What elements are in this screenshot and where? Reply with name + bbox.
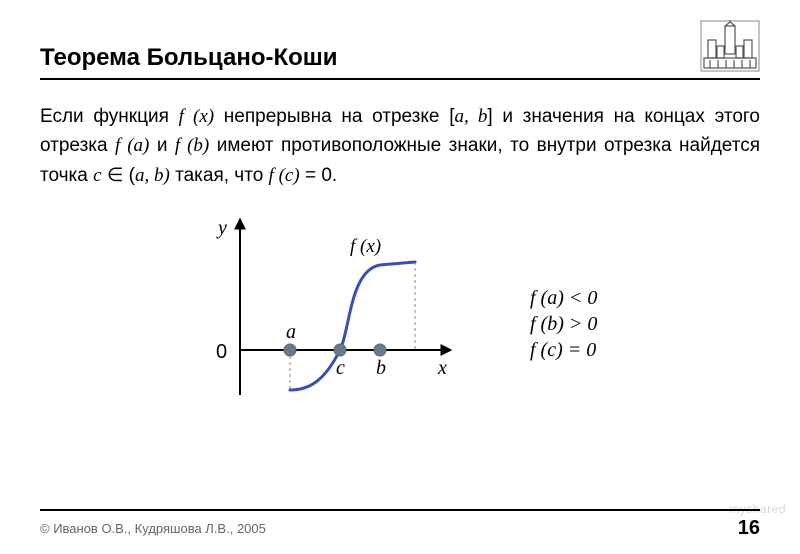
- footer: © Иванов О.В., Кудряшова Л.В., 2005 16: [40, 509, 760, 540]
- figure-area: a c b 0 y x f (x) f (a) < 0 f (b) > 0 f (c) = …: [0, 200, 800, 450]
- text: и: [149, 135, 175, 156]
- theorem-text: Если функция f (x) непрерывна на отрезке…: [0, 80, 800, 190]
- svg-text:b: b: [376, 357, 386, 379]
- copyright: © Иванов О.В., Кудряшова Л.В., 2005: [40, 521, 266, 536]
- math-ab: a, b: [454, 106, 487, 127]
- cond-fa: f (a) < 0: [530, 285, 597, 311]
- svg-text:y: y: [216, 217, 227, 239]
- svg-text:a: a: [286, 321, 296, 343]
- text: = 0.: [300, 165, 338, 186]
- slide-title: Теорема Больцано-Коши: [40, 44, 338, 72]
- page-number: 16: [738, 517, 760, 540]
- side-conditions: f (a) < 0 f (b) > 0 f (c) = 0: [530, 285, 597, 363]
- svg-text:x: x: [437, 357, 447, 379]
- slide-header: Теорема Больцано-Коши: [0, 0, 800, 72]
- svg-text:0: 0: [216, 341, 227, 363]
- svg-text:f (x): f (x): [350, 236, 381, 257]
- text: Если функция: [40, 106, 179, 127]
- cond-fc: f (c) = 0: [530, 337, 597, 363]
- math-fc: f (c): [269, 165, 300, 186]
- math-fb: f (b): [175, 135, 209, 156]
- math-fx: f (x): [179, 106, 215, 127]
- function-chart: a c b 0 y x f (x): [200, 210, 460, 410]
- math-fa: f (a): [115, 135, 149, 156]
- university-logo-icon: [700, 20, 760, 72]
- text: ∈ (: [102, 165, 135, 186]
- math-c: c: [93, 165, 101, 186]
- cond-fb: f (b) > 0: [530, 311, 597, 337]
- text: такая, что: [170, 165, 269, 186]
- math-interval: a, b): [135, 165, 170, 186]
- text: непрерывна на отрезке [: [214, 106, 454, 127]
- svg-text:c: c: [336, 357, 345, 379]
